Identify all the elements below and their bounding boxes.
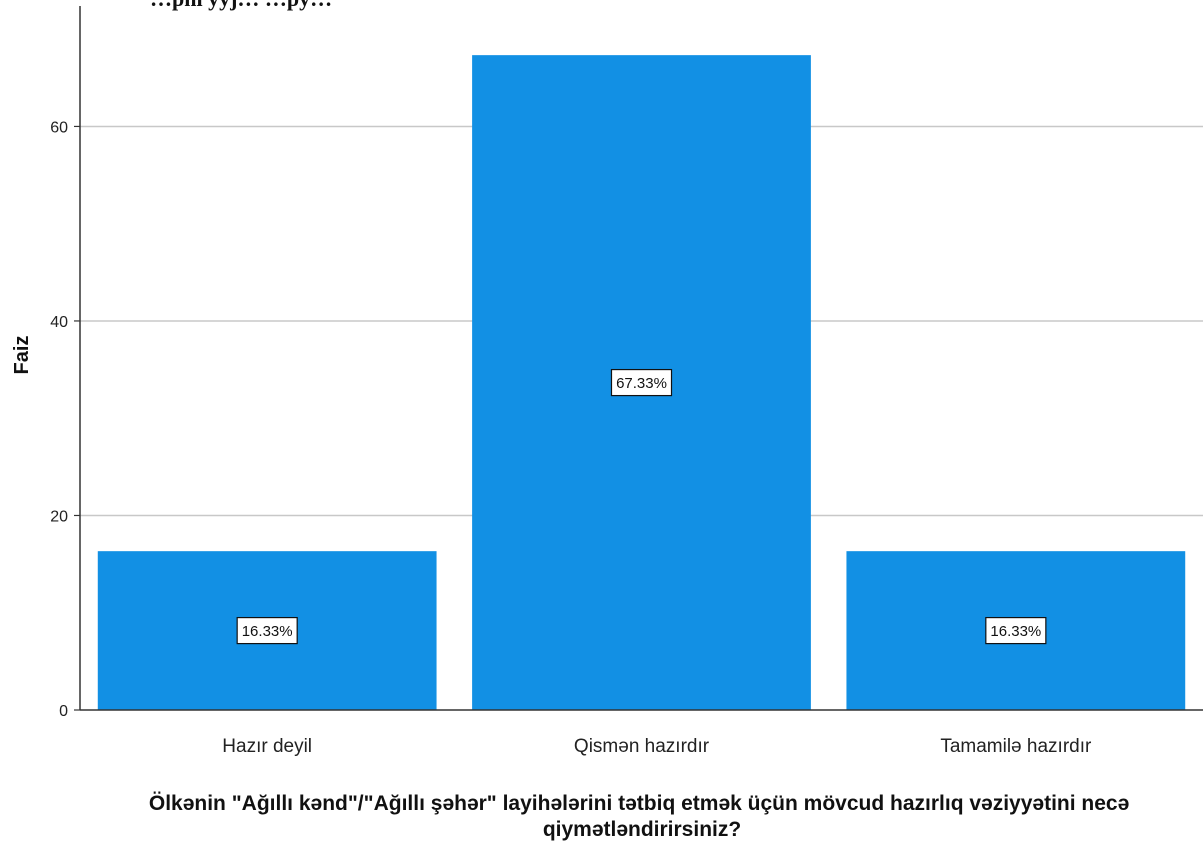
data-label-box xyxy=(985,616,1047,645)
data-label-box xyxy=(610,368,673,397)
x-axis-title-line-2: qiymətləndirirsiniz? xyxy=(543,818,741,841)
y-tick-label: 40 xyxy=(50,314,68,331)
y-tick-label: 60 xyxy=(50,119,68,136)
x-tick-label: Qismən hazırdır xyxy=(574,736,710,757)
x-tick-label: Tamamilə hazırdır xyxy=(940,736,1092,757)
x-axis-title-line-1: Ölkənin "Ağıllı kənd"/"Ağıllı şəhər" lay… xyxy=(149,792,1129,815)
x-axis-title: Ölkənin "Ağıllı kənd"/"Ağıllı şəhər" lay… xyxy=(149,792,1135,841)
y-axis-title: Faiz xyxy=(11,336,33,375)
data-label: 67.33% xyxy=(616,375,667,392)
y-tick-label: 0 xyxy=(59,703,68,720)
x-tick-label: Hazır deyil xyxy=(222,736,312,757)
clipped-top-text: …pni yyj… …py… xyxy=(150,0,332,11)
y-tick-label: 20 xyxy=(50,508,68,525)
data-label: 16.33% xyxy=(990,623,1041,640)
data-label-box xyxy=(236,616,298,645)
data-label: 16.33% xyxy=(242,623,293,640)
